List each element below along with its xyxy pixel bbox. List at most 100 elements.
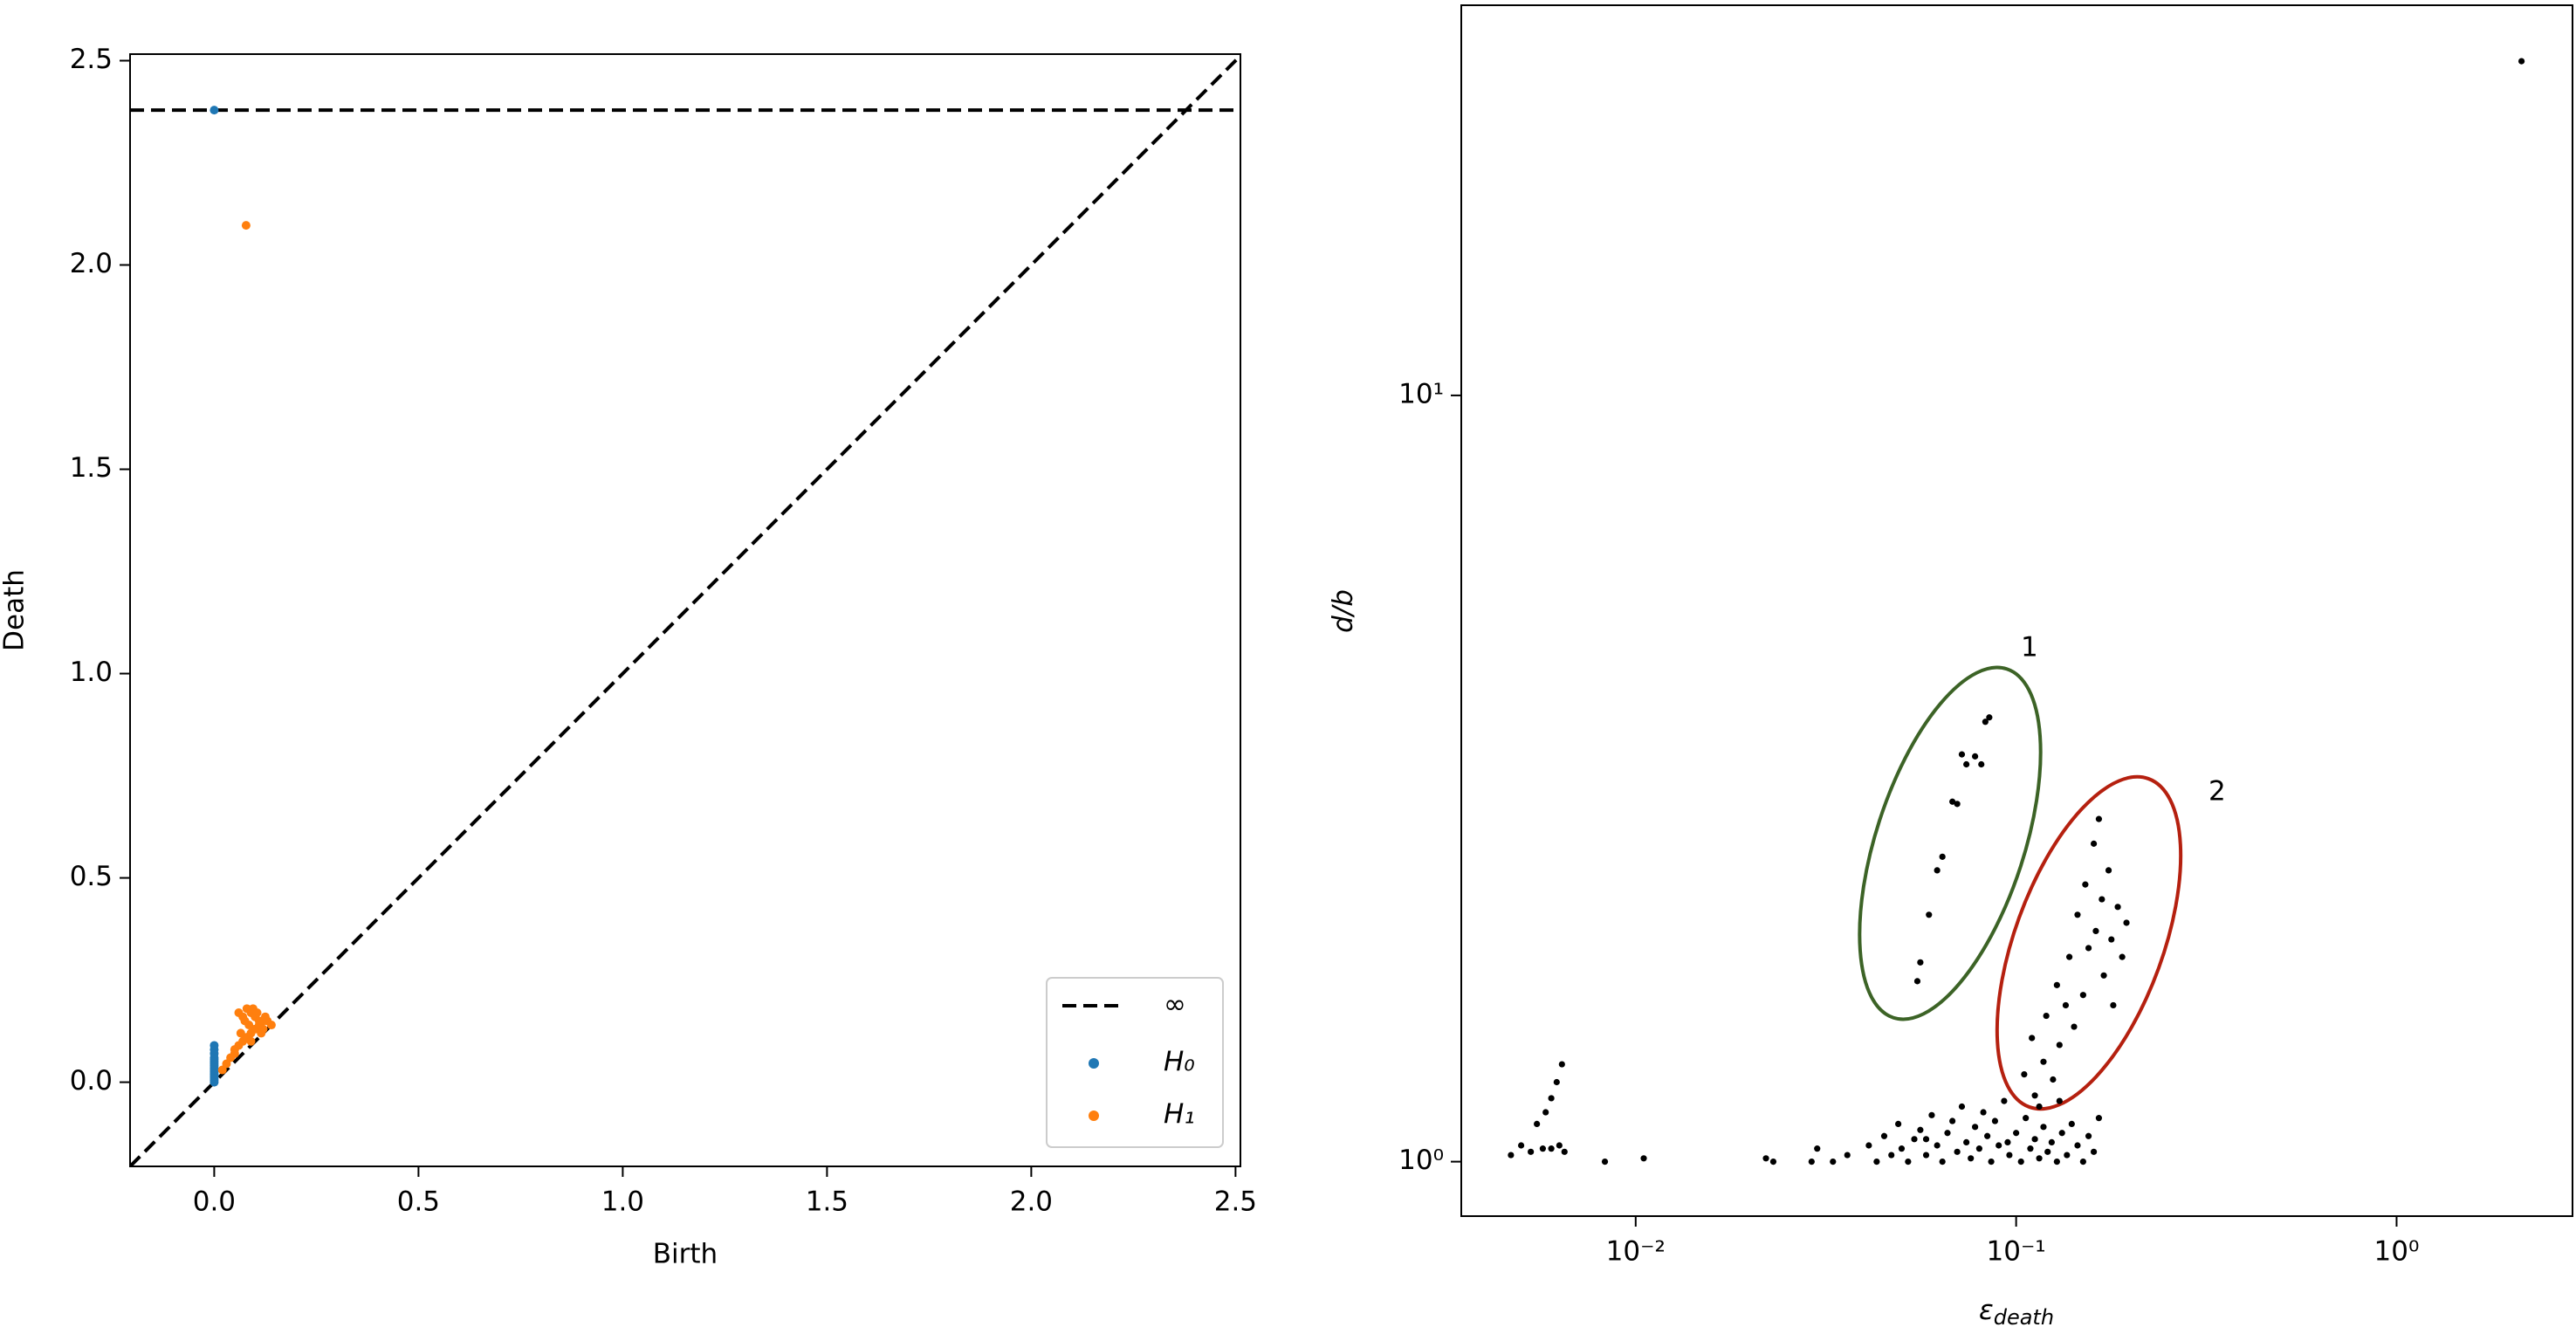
point xyxy=(1934,1142,1941,1149)
point xyxy=(1548,1095,1555,1102)
point xyxy=(2090,1148,2098,1155)
point xyxy=(2065,953,2073,960)
point xyxy=(1517,1142,1525,1149)
point xyxy=(2095,815,2103,822)
axes-frame xyxy=(129,53,1241,1167)
point xyxy=(1762,1155,1769,1162)
legend-label: H₁ xyxy=(1164,1099,1195,1131)
legend-frame xyxy=(1046,977,1224,1148)
point xyxy=(2074,911,2081,918)
point xyxy=(1528,1148,1535,1155)
point xyxy=(1601,1159,1609,1166)
point xyxy=(1873,1159,1880,1166)
point xyxy=(266,1021,276,1030)
point xyxy=(2085,1132,2092,1139)
x-tick-label: 0.5 xyxy=(397,1186,440,1218)
point xyxy=(1880,1132,1888,1139)
point xyxy=(1975,1145,1982,1152)
point xyxy=(260,1012,270,1021)
x-tick-label: 1.5 xyxy=(806,1186,848,1218)
point xyxy=(1808,1159,1815,1166)
point xyxy=(2001,1097,2008,1104)
point xyxy=(2114,904,2121,911)
point xyxy=(241,221,251,230)
point xyxy=(2027,1145,2034,1152)
point xyxy=(2017,1159,2024,1166)
point xyxy=(2021,1070,2028,1078)
point xyxy=(230,1045,239,1055)
point xyxy=(1508,1152,1515,1159)
plot-area xyxy=(1508,58,2525,1166)
point xyxy=(1898,1145,1906,1152)
point xyxy=(1978,760,1985,768)
point xyxy=(2044,1148,2051,1155)
point xyxy=(2074,1142,2081,1149)
point xyxy=(1911,1136,1918,1143)
point xyxy=(257,1028,266,1038)
point xyxy=(236,1028,245,1038)
point xyxy=(1939,1159,1946,1166)
point xyxy=(1865,1142,1872,1149)
point xyxy=(2043,1012,2050,1020)
point xyxy=(246,1036,256,1046)
y-tick-label: 1.0 xyxy=(70,657,113,688)
point xyxy=(1934,867,1941,874)
point xyxy=(2053,1159,2060,1166)
point xyxy=(1963,760,1970,768)
legend-marker xyxy=(1089,1111,1099,1121)
point xyxy=(1888,1152,1895,1159)
point xyxy=(1922,1152,1930,1159)
point xyxy=(2518,58,2525,65)
point xyxy=(1972,753,1979,760)
x-tick-label: 10⁰ xyxy=(2374,1236,2420,1268)
plot-area xyxy=(130,54,1240,1166)
x-axis-label: εdeath xyxy=(1979,1295,2054,1331)
point xyxy=(1922,1136,1930,1143)
point xyxy=(2079,992,2086,999)
legend-marker xyxy=(1089,1058,1099,1069)
x-axis-label-sub: death xyxy=(1994,1305,2054,1330)
point xyxy=(1814,1145,1821,1152)
point xyxy=(2105,867,2112,874)
point xyxy=(2036,1103,2043,1111)
point xyxy=(2056,1097,2063,1104)
y-axis-label: Death xyxy=(0,569,31,651)
point xyxy=(254,1016,264,1026)
point xyxy=(252,1008,262,1018)
point xyxy=(1954,1148,1961,1155)
point xyxy=(1984,1132,1991,1139)
point xyxy=(1542,1109,1549,1116)
point xyxy=(1830,1159,1837,1166)
point xyxy=(1944,1130,1951,1137)
point xyxy=(2004,1138,2011,1145)
cluster-ellipse xyxy=(1995,774,2183,1111)
point xyxy=(2095,1115,2103,1122)
y-tick-label: 0.5 xyxy=(70,861,113,892)
y-tick-label: 10⁰ xyxy=(1398,1145,1444,1176)
annotation: 2 xyxy=(2208,776,2226,808)
point xyxy=(1972,1124,1979,1131)
y-tick-label: 1.5 xyxy=(70,452,113,484)
point xyxy=(1958,1103,1966,1111)
annotation: 1 xyxy=(2021,632,2038,664)
point xyxy=(1949,798,1956,805)
point xyxy=(1963,1138,1970,1145)
point xyxy=(2071,1023,2078,1030)
point xyxy=(2079,1159,2086,1166)
point xyxy=(2023,1115,2030,1122)
x-tick-label: 2.0 xyxy=(1010,1186,1053,1218)
point xyxy=(2031,1136,2038,1143)
point xyxy=(2123,919,2130,926)
x-tick-label: 10⁻¹ xyxy=(1987,1236,2046,1268)
x-tick-label: 2.5 xyxy=(1214,1186,1257,1218)
point xyxy=(1895,1120,1902,1128)
point xyxy=(222,1059,231,1069)
point xyxy=(1769,1159,1777,1166)
y-tick-label: 0.0 xyxy=(70,1065,113,1097)
cluster-ellipse xyxy=(1858,665,2043,1021)
point xyxy=(2062,1001,2070,1009)
point xyxy=(2036,1155,2043,1162)
point xyxy=(1553,1078,1560,1086)
point xyxy=(1534,1120,1541,1128)
